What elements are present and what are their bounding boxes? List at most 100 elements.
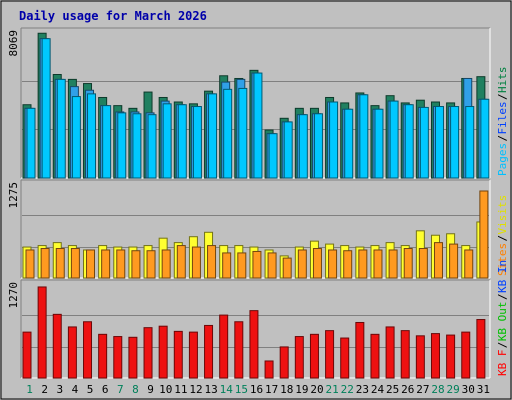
bar-kb-f	[370, 333, 380, 379]
x-tick-label: 28	[431, 383, 444, 396]
bar-kb-f	[113, 336, 123, 379]
x-tick-label: 13	[204, 383, 217, 396]
x-tick-label: 17	[265, 383, 278, 396]
legend: Pages/Files/Hits	[496, 67, 509, 177]
bar-kb-f	[128, 336, 138, 379]
x-tick-label: 30	[462, 383, 475, 396]
bar-pages	[283, 121, 293, 179]
bar-pages	[450, 106, 460, 179]
bar-kb-f	[400, 330, 410, 379]
x-tick-label: 5	[87, 383, 94, 396]
bar-pages	[268, 133, 278, 179]
legend-item: Visits	[496, 195, 509, 235]
x-tick-label: 24	[371, 383, 385, 396]
x-tick-label: 12	[189, 383, 202, 396]
bar-pages	[71, 96, 81, 179]
legend-item: Hits	[496, 67, 509, 94]
bar-kb-f	[355, 321, 365, 379]
bar-pages	[344, 108, 354, 179]
bar-sites	[252, 250, 262, 279]
bar-sites	[101, 249, 111, 279]
bar-kb-f	[461, 331, 471, 379]
legend-item: KB F	[496, 350, 509, 377]
x-tick-label: 23	[356, 383, 369, 396]
legend-item: Sites	[496, 243, 509, 276]
bar-sites	[25, 249, 35, 279]
bar-pages	[313, 113, 323, 179]
x-tick-label: 10	[159, 383, 172, 396]
bar-pages	[253, 72, 263, 179]
bar-sites	[479, 190, 489, 279]
bar-sites	[191, 246, 201, 279]
bar-pages	[404, 104, 414, 179]
bar-sites	[282, 257, 292, 279]
legend: Sites/Visits	[496, 195, 509, 276]
x-tick-label: 14	[220, 383, 234, 396]
bar-kb-f	[67, 326, 77, 379]
bar-kb-f	[476, 319, 486, 379]
bar-kb-f	[325, 330, 335, 379]
x-tick-label: 7	[117, 383, 124, 396]
panel-2: 1275 Sites/Visits	[7, 179, 509, 279]
panel-3: 1270 KB F/KB Out/KB In	[7, 260, 509, 379]
x-tick-label: 26	[401, 383, 414, 396]
bar-kb-f	[430, 333, 440, 379]
x-tick-label: 21	[326, 383, 339, 396]
bar-kb-f	[219, 314, 229, 379]
bar-sites	[297, 249, 307, 279]
bar-sites	[403, 248, 413, 279]
bar-sites	[131, 250, 141, 279]
bar-kb-f	[143, 327, 153, 379]
bar-sites	[116, 249, 126, 279]
bar-sites	[40, 248, 50, 279]
bar-kb-f	[340, 337, 350, 379]
bar-pages	[208, 93, 218, 179]
bar-pages	[132, 113, 142, 179]
x-tick-label: 1	[26, 383, 33, 396]
bar-kb-f	[52, 313, 62, 379]
legend: KB F/KB Out/KB In	[496, 260, 509, 376]
bar-kb-f	[294, 336, 304, 379]
legend-item: KB In	[496, 260, 509, 293]
y-max-label: 1275	[7, 182, 20, 209]
x-tick-label: 31	[477, 383, 490, 396]
y-max-label: 8069	[7, 30, 20, 57]
bar-kb-f	[37, 286, 47, 379]
bar-kb-f	[415, 335, 425, 379]
x-tick-label: 6	[102, 383, 109, 396]
bar-sites	[328, 249, 338, 279]
x-tick-label: 3	[57, 383, 64, 396]
x-tick-label: 2	[41, 383, 48, 396]
bar-kb-f	[188, 331, 198, 379]
legend-separator: /	[496, 235, 509, 242]
y-max-label: 1270	[7, 282, 20, 309]
x-tick-label: 25	[386, 383, 399, 396]
bar-pages	[192, 106, 202, 179]
legend-item: KB Out	[496, 301, 509, 341]
bar-kb-f	[309, 333, 319, 379]
chart-title: Daily usage for March 2026	[19, 9, 207, 23]
bar-pages	[26, 107, 36, 179]
bar-sites	[237, 252, 247, 279]
x-tick-label: 27	[416, 383, 429, 396]
bar-kb-f	[234, 321, 244, 379]
bar-pages	[374, 108, 384, 179]
bar-pages	[329, 101, 339, 179]
bar-sites	[418, 248, 428, 279]
bar-sites	[86, 249, 96, 279]
bar-kb-f	[158, 325, 168, 379]
bar-sites	[161, 249, 171, 279]
bar-pages	[87, 93, 97, 179]
bar-pages	[223, 88, 233, 179]
x-tick-label: 19	[295, 383, 308, 396]
bar-pages	[359, 94, 369, 179]
x-tick-label: 9	[147, 383, 154, 396]
bar-kb-f	[446, 334, 456, 379]
bar-sites	[222, 252, 232, 279]
legend-separator: /	[496, 135, 509, 142]
bar-pages	[56, 78, 66, 179]
bar-kb-f	[264, 360, 274, 379]
x-tick-label: 15	[235, 383, 248, 396]
